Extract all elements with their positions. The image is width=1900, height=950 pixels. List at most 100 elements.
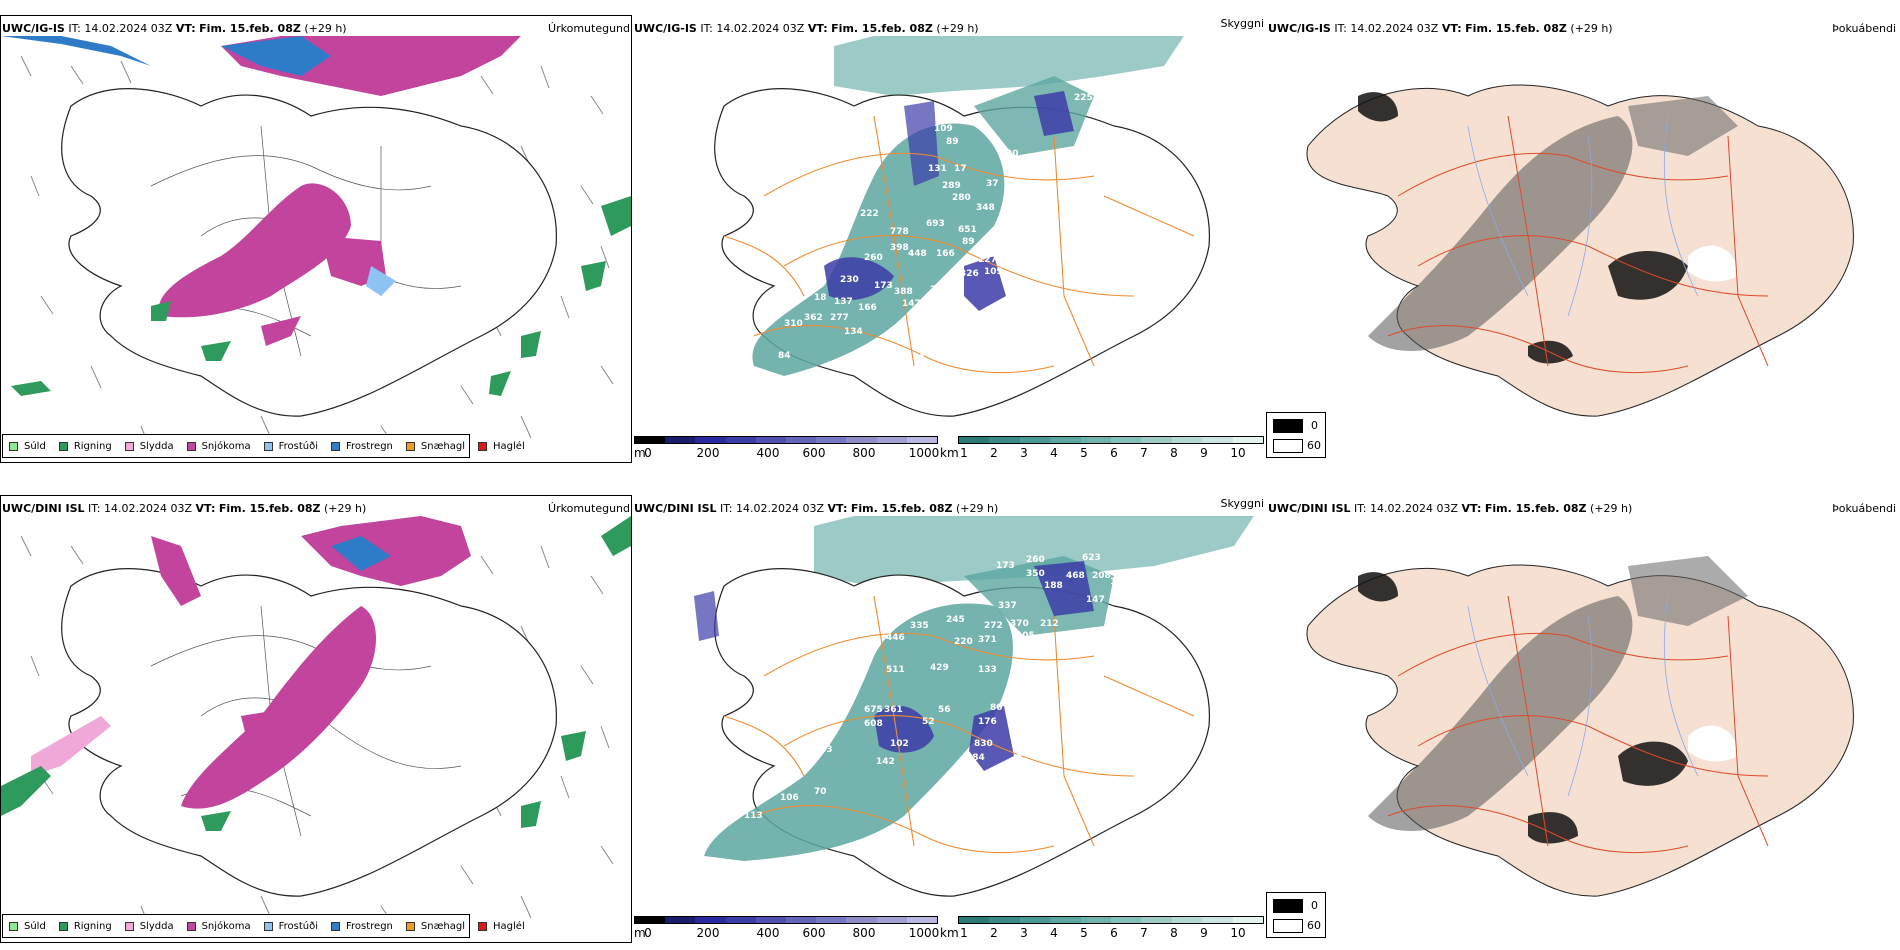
row-2-vis-colorbar-m: 0 200 400 600 800 1000 m — [634, 916, 939, 944]
tick: 3 — [1020, 926, 1028, 940]
legend-swatch — [9, 441, 18, 451]
row-1-panel-name-c: Þokuábendi — [1832, 22, 1896, 35]
row-2-fog-legend: 0 60 — [1266, 892, 1326, 938]
snow-area-south — [241, 706, 301, 756]
vis-label: 70 — [814, 787, 827, 797]
tick: 400 — [756, 926, 780, 940]
legend-swatch — [263, 441, 273, 451]
vis-label: 43 — [820, 745, 833, 755]
legend-item-frostregn: Frostregn — [331, 921, 393, 932]
tick: 6 — [1110, 446, 1118, 460]
vis-label: 137 — [834, 297, 853, 307]
vis-label: 47 — [906, 387, 919, 397]
frz-area-east — [366, 266, 396, 296]
vis-label: 348 — [976, 203, 995, 213]
vis-label: 272 — [984, 621, 1003, 631]
vis-label: 176 — [978, 717, 997, 727]
vis-label: 89 — [962, 237, 975, 247]
vis-label: 52 — [898, 587, 911, 597]
vis-label: 212 — [1040, 619, 1059, 629]
vis-label: 260 — [864, 253, 883, 263]
colorbar-tick-labels: 0 200 400 600 800 1000 — [634, 446, 939, 460]
vis-label: 245 — [946, 615, 965, 625]
legend-item-frostudi: Frostúði — [263, 921, 318, 932]
tick: 6 — [1110, 926, 1118, 940]
fog-white-east — [1688, 725, 1738, 762]
vis-label: 37 — [986, 179, 999, 189]
vis-label: 310 — [784, 319, 803, 329]
fog-swatch-60 — [1273, 439, 1303, 453]
legend-swatch — [186, 441, 196, 451]
vis-label: 511 — [886, 665, 905, 675]
row-2-vis-labels: 490 623 260 350 468 208 188 117 147 52 1… — [704, 549, 1129, 867]
vis-label: 23 — [1016, 749, 1029, 759]
row-2: UWC/DINI ISL IT: 14.02.2024 03Z VT: Fim.… — [0, 480, 1900, 950]
snow-area-nw — [151, 536, 201, 606]
legend-swatch — [405, 921, 415, 931]
fog-black-1 — [1608, 251, 1688, 300]
row-2-map-fog — [1306, 556, 1854, 897]
tick: 7 — [1140, 926, 1148, 940]
tick: 5 — [1080, 446, 1088, 460]
vis-label: 226 — [930, 285, 949, 295]
vis-teal-central — [752, 123, 1005, 376]
roads-fog — [1387, 115, 1769, 374]
tick: 10 — [1230, 446, 1246, 460]
snow-area-central — [181, 606, 376, 809]
vis-label: 102 — [890, 739, 909, 749]
vis-label: 361 — [884, 705, 903, 715]
tick: 200 — [696, 926, 720, 940]
row-1-title-c: UWC/IG-IS IT: 14.02.2024 03Z VT: Fim. 15… — [1268, 22, 1613, 35]
tick: 800 — [852, 926, 876, 940]
vis-label: 109 — [984, 267, 1003, 277]
legend-swatch — [478, 441, 488, 451]
vis-label: 89 — [946, 137, 959, 147]
tick: 9 — [1200, 926, 1208, 940]
legend-item-snaehagl: Snæhagl — [405, 921, 465, 932]
tick: 800 — [852, 446, 876, 460]
vis-label: 117 — [1110, 577, 1129, 587]
row-2-colorbar-unit-km: km — [940, 926, 959, 940]
vis-label: 371 — [978, 635, 997, 645]
rivers — [1467, 595, 1699, 797]
fog-swatch-0 — [1273, 419, 1303, 433]
vis-label: 80 — [990, 703, 1003, 713]
vis-blue-2 — [964, 256, 1006, 311]
row-2-precip-legend: Súld Rigning Slydda Snjókoma Frostúði Fr… — [2, 914, 525, 938]
tick: 5 — [1080, 926, 1088, 940]
legend-item-rigning: Rigning — [58, 441, 112, 452]
tick: 200 — [696, 446, 720, 460]
vis-blue-4 — [904, 101, 939, 186]
vis-label: 220 — [954, 637, 973, 647]
legend-swatch — [263, 921, 273, 931]
tick: 1 — [960, 446, 968, 460]
vis-label: 147 — [902, 299, 921, 309]
legend-item-haglel: Haglél — [478, 921, 525, 932]
vis-label: 446 — [886, 633, 905, 643]
vis-label: 277 — [830, 313, 849, 323]
vis-label: 623 — [1082, 553, 1101, 563]
fog-swatch-0 — [1273, 899, 1303, 913]
vis-label: 23 — [1006, 161, 1019, 171]
row-1: UWC/IG-IS IT: 14.02.2024 03Z VT: Fim. 15… — [0, 0, 1900, 470]
legend-item-rigning: Rigning — [58, 921, 112, 932]
vis-label: 429 — [930, 663, 949, 673]
frz-area-north — [221, 36, 331, 76]
tick: 0 — [644, 926, 652, 940]
colorbar-unit-m: m — [634, 446, 646, 460]
fog-swatch-60 — [1273, 919, 1303, 933]
vis-label: 109 — [934, 124, 953, 134]
legend-item-frostudi: Frostúði — [263, 441, 318, 452]
rivers — [1467, 115, 1699, 317]
row-2-title-a: UWC/DINI ISL IT: 14.02.2024 03Z VT: Fim.… — [2, 502, 367, 515]
row-2-frame-a — [0, 495, 632, 943]
fog-grey-2 — [1628, 96, 1738, 156]
legend-item-snjokoma: Snjókoma — [186, 921, 251, 932]
tick: 600 — [802, 446, 826, 460]
vis-label: 84 — [778, 351, 791, 361]
row-2-title-c: UWC/DINI ISL IT: 14.02.2024 03Z VT: Fim.… — [1268, 502, 1633, 515]
fog-white-east — [1688, 245, 1738, 282]
colorbar-swatches — [634, 436, 938, 444]
legend-swatch — [58, 921, 68, 931]
vis-label: 17 — [954, 164, 967, 174]
